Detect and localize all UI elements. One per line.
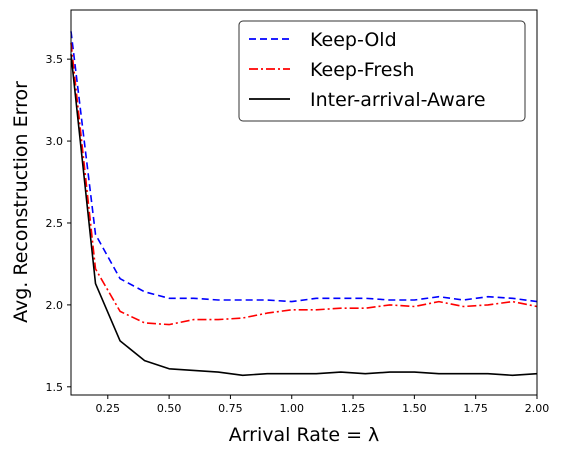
x-tick-label: 0.50 xyxy=(157,402,182,415)
series-line-inter-arrival-aware xyxy=(70,54,538,377)
series-line-keep-old xyxy=(70,31,538,303)
legend-label-keep-old: Keep-Old xyxy=(310,29,397,51)
series-layer xyxy=(70,31,538,377)
x-tick-label: 1.00 xyxy=(279,402,304,415)
legend: Keep-Old Keep-Fresh Inter-arrival-Aware xyxy=(238,20,526,122)
x-tick-label: 0.25 xyxy=(96,402,121,415)
y-tick-label: 2.5 xyxy=(46,217,64,230)
legend-box xyxy=(238,20,526,122)
x-axis-title: Arrival Rate = λ xyxy=(229,424,380,446)
x-tick-label: 1.25 xyxy=(341,402,366,415)
x-tick-label: 1.75 xyxy=(463,402,488,415)
x-tick-label: 0.75 xyxy=(218,402,243,415)
y-axis: 1.5 2.0 2.5 3.0 3.5 xyxy=(46,53,71,394)
series-line-keep-fresh xyxy=(70,42,538,326)
x-axis: 0.25 0.50 0.75 1.00 1.25 1.50 1.75 2.00 xyxy=(96,395,550,415)
y-tick-label: 2.0 xyxy=(46,299,64,312)
x-tick-label: 1.50 xyxy=(402,402,427,415)
y-tick-label: 1.5 xyxy=(46,381,64,394)
x-tick-label: 2.00 xyxy=(525,402,550,415)
plot-frame xyxy=(70,9,538,396)
legend-label-keep-fresh: Keep-Fresh xyxy=(310,59,414,81)
legend-label-inter-arrival-aware: Inter-arrival-Aware xyxy=(310,89,486,111)
y-tick-label: 3.0 xyxy=(46,135,64,148)
y-axis-title: Avg. Reconstruction Error xyxy=(10,81,32,323)
y-tick-label: 3.5 xyxy=(46,53,64,66)
